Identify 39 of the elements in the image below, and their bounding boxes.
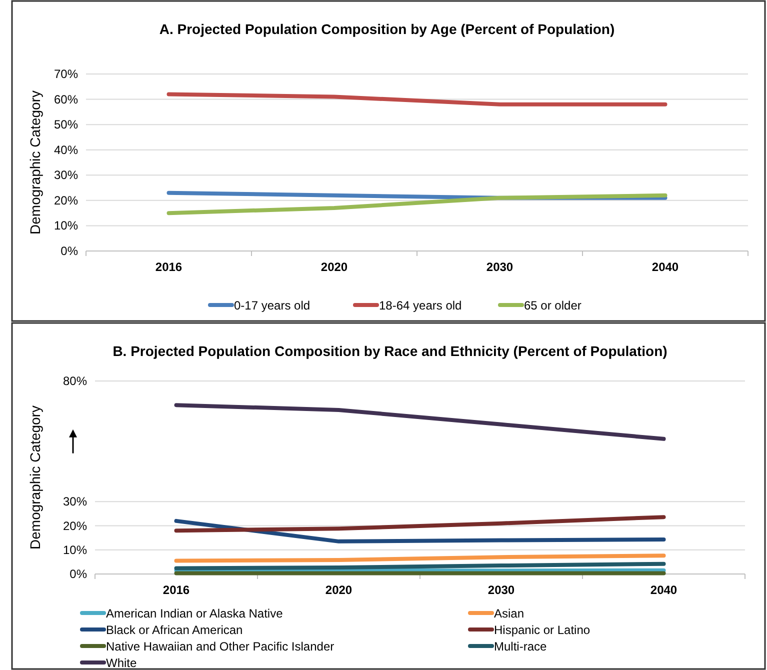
y-tick-label: 0% <box>60 244 78 258</box>
x-tick-label: 2030 <box>488 583 515 597</box>
y-tick-label: 70% <box>54 67 78 81</box>
y-tick-label: 30% <box>62 494 88 509</box>
x-tick-label: 2030 <box>486 260 514 274</box>
y-tick-label: 40% <box>54 142 78 157</box>
x-tick-label: 2040 <box>652 260 679 274</box>
legend-label: 18-64 years old <box>379 298 462 312</box>
legend-label: Native Hawaiian and Other Pacific Islander <box>106 640 334 654</box>
line-series <box>174 518 666 544</box>
y-axis-title: Demographic Category <box>27 90 43 234</box>
y-tick-label: 50% <box>54 118 78 132</box>
legend-label: Multi-race <box>494 640 547 654</box>
x-tick-label: 2016 <box>155 260 182 274</box>
x-tick-label: 2020 <box>320 260 348 274</box>
legend-label: American Indian or Alaska Native <box>106 606 284 620</box>
y-tick-label: 20% <box>54 193 78 208</box>
legend-label: 65 or older <box>524 298 582 312</box>
line-series <box>166 193 668 216</box>
line-series <box>174 515 666 533</box>
y-tick-label: 10% <box>62 542 88 557</box>
legend-label: Hispanic or Latino <box>494 623 590 637</box>
y-tick-label: 30% <box>54 168 78 182</box>
y-tick-label: 60% <box>54 92 78 106</box>
legend-label: Asian <box>494 606 524 620</box>
legend-label: Black or African American <box>106 623 243 637</box>
line-series <box>174 403 666 441</box>
legend-label: 0-17 years old <box>234 298 310 312</box>
y-tick-label: 0% <box>70 567 88 581</box>
chart-title: B. Projected Population Composition by Race and Ethnicity (Percent of Population) <box>112 343 668 359</box>
y-tick-label: 20% <box>62 518 88 533</box>
y-axis-title: Demographic Category <box>27 406 43 550</box>
chart-title: A. Projected Population Composition by Age (Percent of Population) <box>159 21 615 37</box>
y-tick-label: 10% <box>54 218 78 233</box>
x-tick-label: 2020 <box>325 583 352 597</box>
y-tick-label: 80% <box>62 374 88 388</box>
legend-label: White <box>106 656 137 670</box>
x-tick-label: 2016 <box>162 583 190 597</box>
x-tick-label: 2040 <box>650 583 678 597</box>
